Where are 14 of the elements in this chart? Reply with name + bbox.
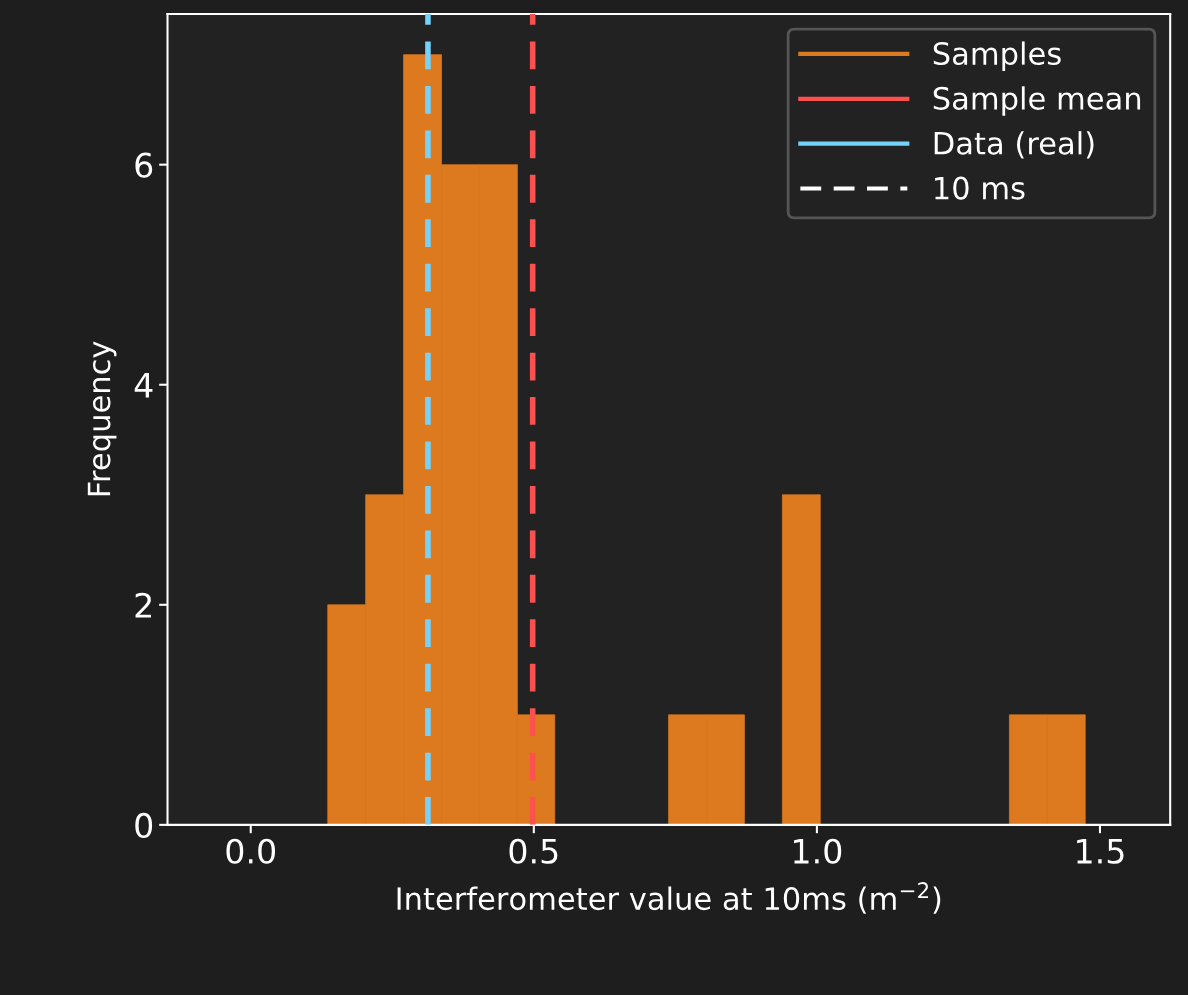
y-tick-label: 6 bbox=[135, 152, 153, 178]
legend-label: Data (real) bbox=[934, 131, 1094, 159]
x-tick-label: 1.0 bbox=[794, 838, 842, 864]
y-tick-label: 0 bbox=[135, 812, 153, 838]
y-axis-title: Frequency bbox=[87, 341, 117, 496]
y-tick-label: 4 bbox=[134, 373, 153, 398]
legend-label: Sample mean bbox=[933, 86, 1141, 116]
x-tick-label: 0.5 bbox=[509, 838, 558, 864]
legend-label: 10 ms bbox=[935, 176, 1025, 200]
legend-label: Samples bbox=[933, 41, 1061, 71]
x-tick-label: 0.0 bbox=[226, 838, 276, 864]
x-axis-title: Interferometer value at 10ms (m$^{−2}$) bbox=[397, 882, 941, 914]
y-tick-label: 2 bbox=[135, 592, 151, 618]
x-tick-label: 1.5 bbox=[1077, 839, 1124, 864]
